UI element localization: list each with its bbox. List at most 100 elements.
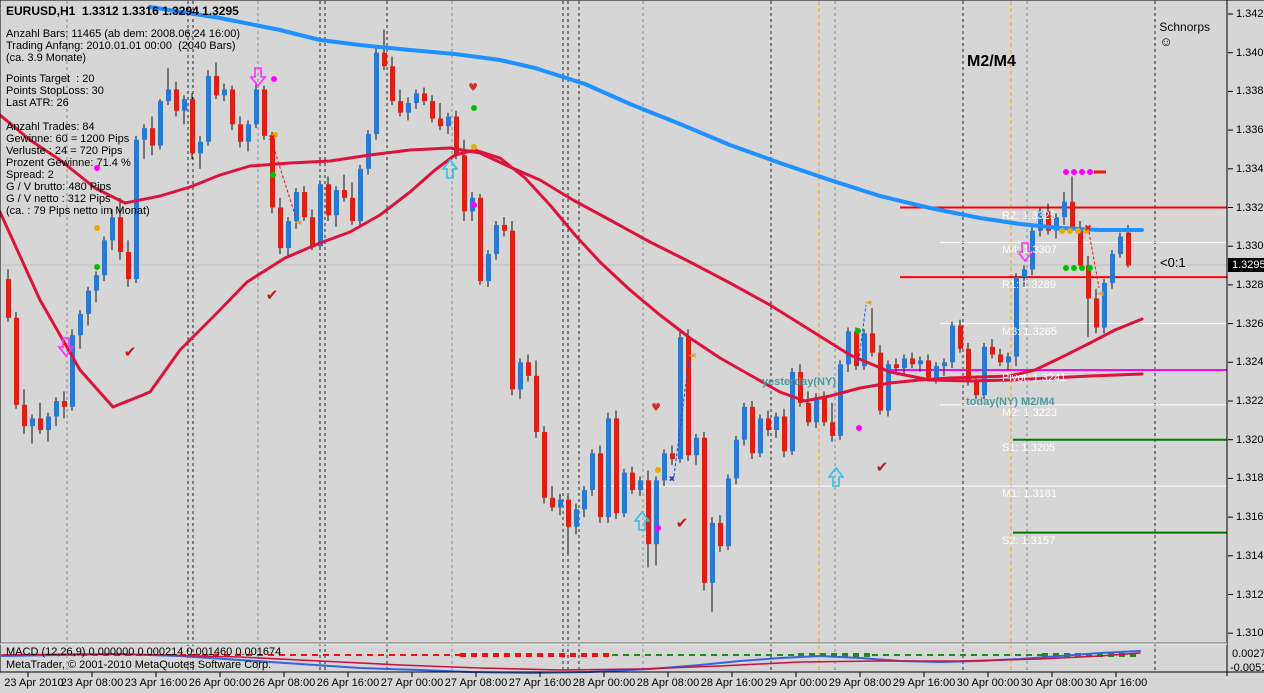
buy-arrow-icon: [441, 158, 459, 179]
dot-green: [94, 264, 100, 270]
candle-body: [718, 522, 723, 547]
ma-red-slow: [0, 113, 1144, 383]
candle-body: [150, 128, 155, 146]
info-line: Gewinne: 60 = 1200 Pips: [6, 133, 130, 145]
candle-body: [126, 252, 131, 280]
candle-body: [902, 358, 907, 369]
macd-axis-upper: 0.00272: [1232, 648, 1264, 660]
check-icon: ✔: [124, 343, 137, 361]
candle-body: [870, 333, 875, 353]
candle-body: [1062, 201, 1067, 218]
price-flag-icon: ◄: [1097, 289, 1104, 299]
candle-body: [142, 128, 147, 140]
candle-body: [926, 360, 931, 378]
candle-body: [886, 364, 891, 411]
session-label: today(NY) M2/M4: [966, 396, 1055, 408]
candle-body: [1102, 282, 1107, 328]
dot-gold: [94, 225, 100, 231]
time-tick-label: 26 Apr 08:00: [252, 677, 316, 689]
time-tick-label: 23 Apr 16:00: [124, 677, 188, 689]
candle-body: [814, 397, 819, 423]
sell-arrow-icon: [249, 67, 267, 88]
price-flag-icon: ◄: [865, 298, 872, 308]
candle-body: [862, 333, 867, 367]
dot-magenta: [1063, 169, 1069, 175]
price-tick-label: 1.3345: [1236, 162, 1264, 175]
dot-magenta: [271, 76, 277, 82]
candle-body: [206, 75, 211, 142]
trade-connector-blue: [673, 359, 690, 477]
candle-body: [70, 335, 75, 407]
trade-connector-red: [1088, 231, 1100, 289]
watermark-text: Schnorps: [1159, 20, 1211, 34]
candle-body: [14, 317, 19, 405]
candle-body: [742, 406, 747, 440]
dot-green: [1079, 265, 1085, 271]
candle-body: [526, 362, 531, 376]
buy-arrow-icon: [633, 510, 651, 531]
dot-gold: [655, 467, 661, 473]
dot-magenta: [94, 165, 100, 171]
price-flag-icon: ◄: [295, 218, 302, 228]
candle-body: [390, 66, 395, 102]
candle-body: [918, 360, 923, 365]
time-tick-label: 29 Apr 16:00: [892, 677, 956, 689]
candle-body: [574, 509, 579, 527]
candle-body: [838, 364, 843, 436]
price-tick-label: 1.3405: [1236, 46, 1264, 59]
level-label: M2: 1.3223: [1002, 406, 1058, 419]
level-label: M1: 1.3181: [1002, 488, 1058, 501]
info-line: G / V brutto: 480 Pips: [6, 181, 112, 193]
dot-magenta: [1071, 169, 1077, 175]
candle-body: [982, 346, 987, 396]
info-line: (ca. : 79 Pips netto im Monat): [6, 205, 150, 217]
candle-body: [750, 406, 755, 454]
candle-body: [622, 472, 627, 514]
candle-body: [606, 418, 611, 518]
candle-body: [1118, 236, 1123, 254]
candle-body: [1046, 211, 1051, 231]
candle-body: [510, 230, 515, 390]
candle-body: [966, 348, 971, 382]
candle-body: [302, 192, 307, 218]
candle-body: [86, 290, 91, 314]
buy-arrow-icon: [827, 466, 845, 487]
candle-body: [334, 190, 339, 216]
current-price-tag: 1.3295: [1228, 258, 1264, 272]
candle-body: [582, 490, 587, 510]
candle-body: [414, 93, 419, 104]
level-label: M3: 1.3265: [1002, 325, 1058, 338]
candle-body: [118, 217, 123, 253]
info-line: Points StopLoss: 30: [6, 85, 104, 97]
price-tick-label: 1.3145: [1236, 549, 1264, 562]
trade-connector-blue: [857, 304, 867, 367]
candle-body: [758, 418, 763, 454]
candle-body: [806, 402, 811, 423]
candle-body: [1014, 277, 1019, 357]
candle-body: [30, 418, 35, 427]
candle-body: [1094, 298, 1099, 328]
macd-indicator-label: MACD (12,26,9) 0.000000 0.000214 0.00146…: [6, 646, 282, 658]
candle-body: [646, 480, 651, 545]
candle-body: [710, 522, 715, 583]
candle-body: [958, 325, 963, 349]
candle-body: [678, 337, 683, 460]
candle-body: [198, 141, 203, 154]
candle-body: [326, 184, 331, 216]
info-line: Anzahl Trades: 84: [6, 121, 95, 133]
time-tick-label: 23 Apr 2010: [4, 677, 64, 689]
dot-gold: [272, 132, 278, 138]
info-line: G / V netto : 312 Pips: [6, 193, 111, 205]
candle-body: [670, 453, 675, 460]
level-label: S1: 1.3205: [1002, 441, 1056, 454]
dot-green: [855, 328, 861, 334]
info-line: Points Target : 20: [6, 73, 95, 85]
price-tick-label: 1.3325: [1236, 201, 1264, 214]
candle-body: [614, 418, 619, 514]
candle-body: [78, 313, 83, 336]
copyright-watermark: MetaTrader, © 2001-2010 MetaQuotes Softw…: [6, 659, 272, 671]
time-tick-label: 29 Apr 08:00: [828, 677, 892, 689]
candle-body: [1078, 228, 1083, 266]
symbol-quote-line: EURUSD,H1 1.3312 1.3316 1.3294 1.3295: [6, 4, 239, 18]
